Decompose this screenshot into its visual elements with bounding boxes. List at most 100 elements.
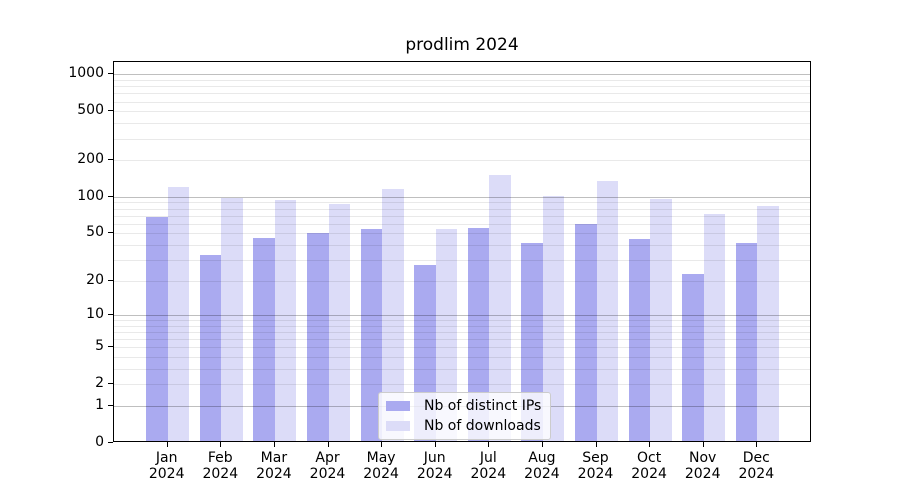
plot-area: Nb of distinct IPs Nb of downloads xyxy=(113,61,811,442)
bar-nb-of-downloads-mar-2024 xyxy=(274,200,297,441)
grid-layer xyxy=(114,62,810,441)
legend-swatch-downloads xyxy=(386,421,410,431)
gridline-100 xyxy=(114,196,810,198)
bar-nb-of-downloads-sep-2024 xyxy=(596,180,618,441)
ytick-label-50: 50 xyxy=(86,224,104,241)
bar-nb-of-distinct-ips-feb-2024 xyxy=(199,254,222,441)
gridline-700 xyxy=(114,93,810,95)
legend-label-distinct-ips: Nb of distinct IPs xyxy=(424,398,542,414)
xtick-mark-mar-2024 xyxy=(273,442,275,447)
bar-nb-of-distinct-ips-aug-2024 xyxy=(521,242,543,441)
ytick-label-2: 2 xyxy=(95,375,104,392)
ytick-mark-500 xyxy=(108,110,113,112)
xtick-mark-dec-2024 xyxy=(756,442,758,447)
ytick-label-200: 200 xyxy=(77,151,104,168)
ytick-mark-0 xyxy=(108,442,113,443)
gridline-10 xyxy=(114,315,810,317)
ytick-mark-1 xyxy=(108,405,113,406)
xtick-mark-nov-2024 xyxy=(702,442,704,447)
xtick-label-sep-2024: Sep 2024 xyxy=(577,450,614,482)
ytick-mark-100 xyxy=(108,195,113,197)
bars-layer xyxy=(114,62,810,441)
gridline-300 xyxy=(114,138,810,140)
ytick-label-0: 0 xyxy=(95,434,104,450)
gridline-400 xyxy=(114,123,810,125)
ytick-label-100: 100 xyxy=(77,187,104,204)
legend-label-downloads: Nb of downloads xyxy=(424,418,541,434)
ytick-mark-5 xyxy=(108,346,113,348)
xtick-label-jun-2024: Jun 2024 xyxy=(416,450,453,482)
xtick-label-dec-2024: Dec 2024 xyxy=(738,450,775,482)
bar-nb-of-downloads-apr-2024 xyxy=(328,204,350,441)
xtick-label-apr-2024: Apr 2024 xyxy=(309,450,346,482)
gridline-80 xyxy=(114,208,810,210)
gridline-70 xyxy=(114,215,810,217)
legend-item-downloads: Nb of downloads xyxy=(386,417,541,435)
xtick-label-nov-2024: Nov 2024 xyxy=(684,450,721,482)
gridline-8 xyxy=(114,325,810,327)
ytick-mark-20 xyxy=(108,279,113,281)
gridline-200 xyxy=(114,160,810,162)
legend-swatch-distinct-ips xyxy=(386,401,410,411)
gridline-500 xyxy=(114,111,810,113)
bar-nb-of-distinct-ips-may-2024 xyxy=(360,229,383,441)
legend: Nb of distinct IPs Nb of downloads xyxy=(378,392,552,440)
ytick-mark-10 xyxy=(108,314,113,316)
ytick-label-5: 5 xyxy=(95,338,104,355)
bar-nb-of-downloads-nov-2024 xyxy=(703,214,726,441)
xtick-label-mar-2024: Mar 2024 xyxy=(256,450,292,482)
gridline-4 xyxy=(114,357,810,359)
bar-nb-of-downloads-jun-2024 xyxy=(435,229,458,441)
xtick-mark-oct-2024 xyxy=(649,442,651,447)
xtick-mark-aug-2024 xyxy=(541,442,543,447)
gridline-800 xyxy=(114,86,810,88)
gridline-40 xyxy=(114,244,810,246)
gridline-9 xyxy=(114,320,810,322)
bar-nb-of-downloads-jul-2024 xyxy=(489,174,511,441)
gridline-1000 xyxy=(114,74,810,76)
bar-nb-of-downloads-dec-2024 xyxy=(757,205,779,441)
xtick-label-may-2024: May 2024 xyxy=(363,450,399,482)
ytick-label-10: 10 xyxy=(86,306,104,323)
xtick-label-feb-2024: Feb 2024 xyxy=(202,450,239,482)
bar-nb-of-downloads-may-2024 xyxy=(382,188,404,441)
xtick-label-jul-2024: Jul 2024 xyxy=(470,450,507,482)
xtick-mark-jul-2024 xyxy=(488,442,490,447)
xtick-mark-jun-2024 xyxy=(434,442,436,447)
bar-nb-of-distinct-ips-jul-2024 xyxy=(467,228,490,441)
ytick-label-20: 20 xyxy=(86,271,104,288)
gridline-2 xyxy=(114,384,810,386)
gridline-3 xyxy=(114,369,810,370)
ytick-mark-2 xyxy=(108,383,113,385)
ytick-mark-50 xyxy=(108,232,113,234)
bar-nb-of-distinct-ips-dec-2024 xyxy=(735,242,758,441)
ytick-mark-200 xyxy=(108,159,113,161)
bar-nb-of-downloads-feb-2024 xyxy=(221,197,243,441)
bar-nb-of-distinct-ips-jan-2024 xyxy=(146,216,168,441)
bar-nb-of-distinct-ips-mar-2024 xyxy=(253,237,275,441)
xtick-mark-apr-2024 xyxy=(327,442,329,447)
ytick-label-500: 500 xyxy=(77,102,104,119)
gridline-90 xyxy=(114,202,810,204)
bar-nb-of-distinct-ips-sep-2024 xyxy=(575,223,597,441)
gridline-600 xyxy=(114,101,810,103)
gridline-60 xyxy=(114,223,810,225)
bar-nb-of-distinct-ips-oct-2024 xyxy=(628,239,651,441)
chart-title: prodlim 2024 xyxy=(405,35,519,55)
gridline-900 xyxy=(114,80,810,81)
xtick-label-jan-2024: Jan 2024 xyxy=(148,450,185,482)
xtick-mark-may-2024 xyxy=(381,442,383,447)
bar-nb-of-downloads-oct-2024 xyxy=(650,198,672,441)
legend-item-distinct-ips: Nb of distinct IPs xyxy=(386,397,541,415)
xtick-mark-jan-2024 xyxy=(166,442,168,447)
bar-nb-of-downloads-aug-2024 xyxy=(542,196,565,441)
xtick-label-aug-2024: Aug 2024 xyxy=(524,450,560,482)
bar-nb-of-downloads-jan-2024 xyxy=(167,187,190,441)
bar-nb-of-distinct-ips-nov-2024 xyxy=(682,273,704,441)
gridline-5 xyxy=(114,347,810,349)
gridline-30 xyxy=(114,259,810,261)
xtick-label-oct-2024: Oct 2024 xyxy=(631,450,667,482)
gridline-6 xyxy=(114,339,810,341)
ytick-label-1: 1 xyxy=(95,397,104,413)
